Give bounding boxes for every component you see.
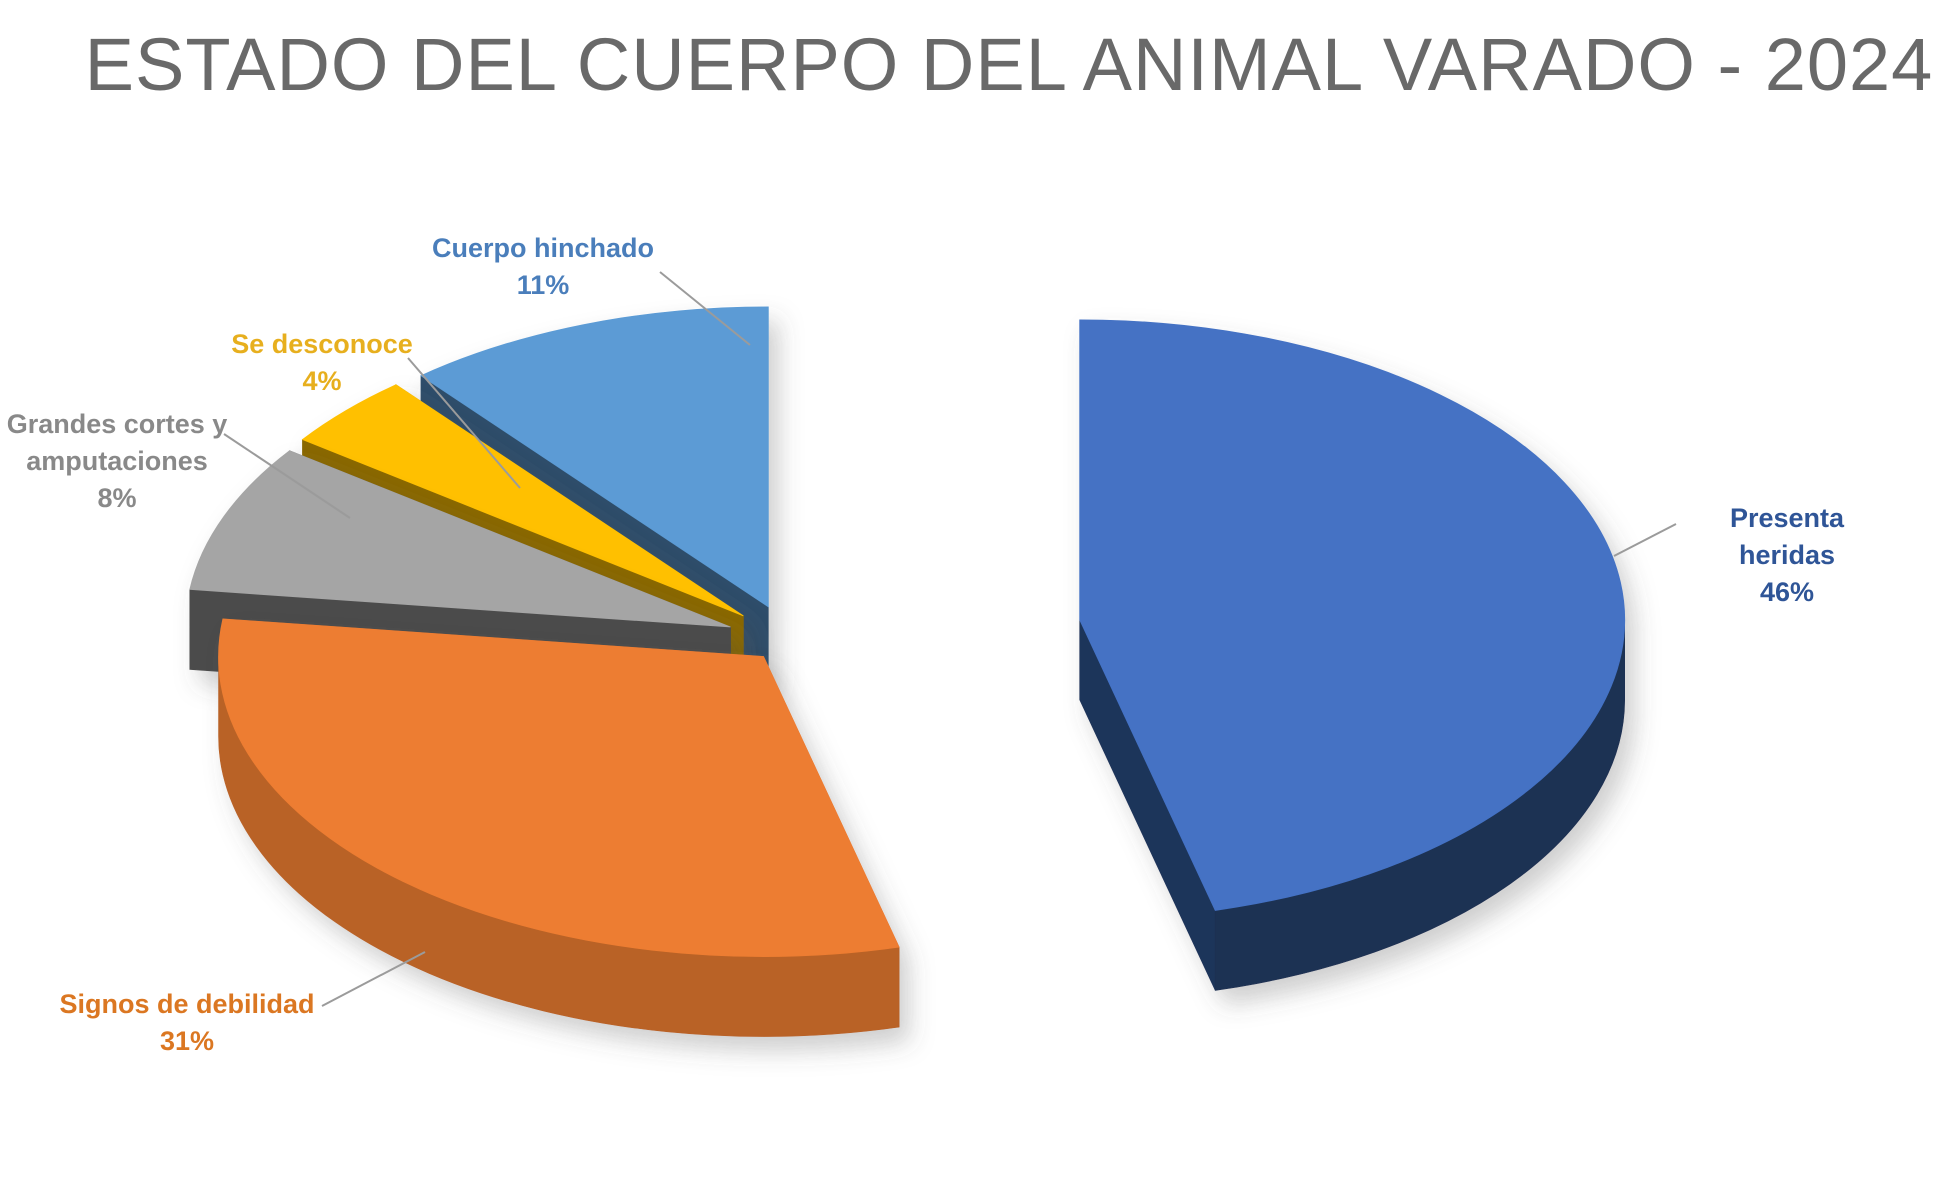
slice-label-se-desconoce: Se desconoce 4%	[231, 326, 413, 400]
slice-label-text: Presenta heridas	[1729, 503, 1845, 570]
slice-label-text: Signos de debilidad	[59, 989, 315, 1019]
slice-top-face	[1079, 319, 1626, 911]
slice-percent-value: 31%	[159, 1026, 215, 1056]
pie-slices-group	[189, 306, 1626, 1037]
slice-percent-value: 11%	[516, 270, 570, 300]
slice-label-text: Grandes cortes y amputaciones	[6, 409, 228, 476]
pie-slice-signos-de-debilidad	[218, 618, 900, 1037]
slice-top-face	[420, 306, 769, 608]
chart-title: ESTADO DEL CUERPO DEL ANIMAL VARADO - 20…	[84, 23, 1934, 106]
leader-line-cuerpo-hinchado	[659, 271, 751, 346]
slice-percent-value: 46%	[1759, 577, 1815, 607]
slice-label-signos-de-debilidad: Signos de debilidad 31%	[59, 986, 314, 1060]
slice-label-text: Se desconoce	[231, 329, 413, 359]
slice-percent-value: 4%	[302, 366, 342, 396]
slice-top-face	[218, 618, 900, 957]
leader-line-grandes-cortes-y-amputaciones	[223, 433, 351, 519]
leader-line-se-desconoce	[407, 357, 521, 489]
leader-line-signos-de-debilidad	[321, 951, 426, 1007]
slice-label-grandes-cortes-y-amputaciones: Grandes cortes y amputaciones 8%	[0, 406, 242, 517]
slice-label-cuerpo-hinchado: Cuerpo hinchado 11%	[432, 230, 654, 304]
slice-percent-value: 8%	[97, 483, 137, 513]
leader-line-presenta-heridas	[1613, 523, 1677, 557]
slice-top-face	[301, 384, 744, 617]
pie-slice-presenta-heridas	[1079, 319, 1626, 991]
slice-top-face	[189, 450, 731, 628]
slice-label-presenta-heridas: Presenta heridas 46%	[1708, 500, 1867, 611]
slice-label-text: Cuerpo hinchado	[432, 233, 654, 263]
leader-lines-group	[223, 271, 1677, 1007]
